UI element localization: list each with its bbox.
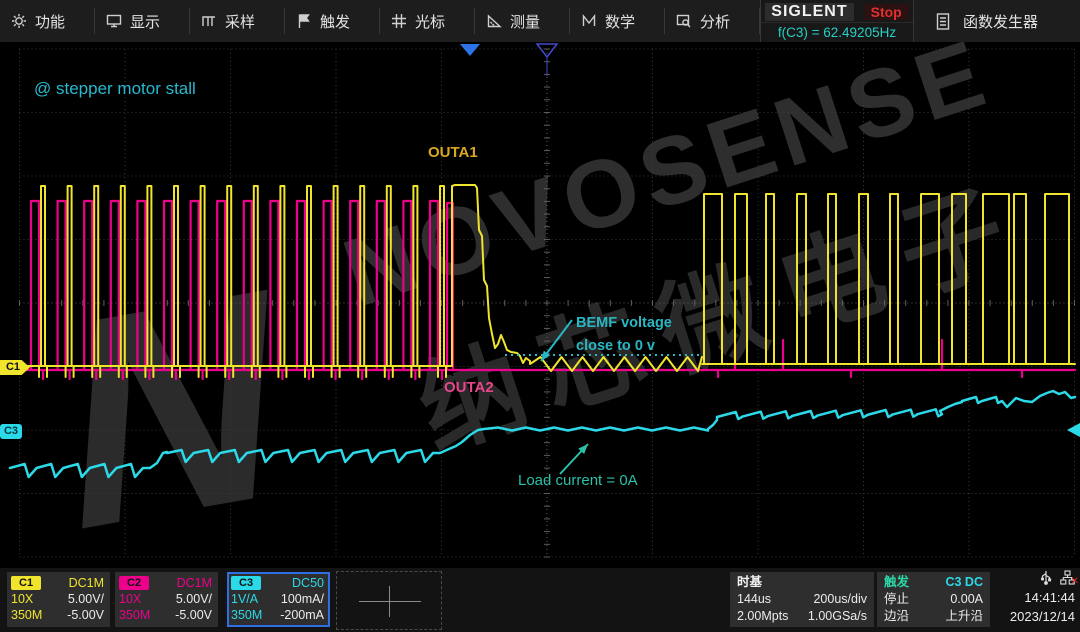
channel-box-c3-selected[interactable]: C3 DC50 1V/A 100mA/ 350M -200mA — [227, 572, 330, 627]
channel-chip-c2: C2 — [119, 576, 150, 590]
status-bar: C1 DC1M 10X 5.00V/ 350M -5.00V C2 DC1M 1… — [0, 568, 1080, 632]
menu-bar: 功能 显示 采样 触发 光标 测量 数学 分析 — [0, 0, 1080, 42]
bandwidth-value: 350M — [119, 608, 151, 622]
annotation-bemf: BEMF voltage close to 0 v — [576, 312, 672, 358]
vertical-scale-value: 100mA/ — [280, 592, 324, 606]
menu-item-label: 功能 — [35, 13, 66, 31]
clock-time: 14:41:44 — [1024, 590, 1075, 605]
lan-icon[interactable]: ✕ — [1060, 570, 1079, 588]
menu-separator — [189, 8, 190, 34]
sample-rate: 1.00GSa/s — [807, 609, 867, 623]
menu-item-label: 显示 — [130, 13, 161, 31]
menu-separator — [664, 8, 665, 34]
vertical-scale-value: 5.00V/ — [67, 592, 104, 606]
menu-separator — [474, 8, 475, 34]
menu-item-label: 触发 — [320, 13, 351, 31]
attenuation-value: 1V/A — [231, 592, 259, 606]
attenuation-value: 10X — [119, 592, 142, 606]
trigger-level-value: 0.00A — [950, 592, 983, 606]
offset-value: -5.00V — [67, 608, 104, 622]
analysis-icon — [676, 13, 692, 29]
menu-item-cursor[interactable]: 光标 — [380, 0, 474, 42]
annotation-outa2: OUTA2 — [444, 379, 494, 396]
menu-item-analysis[interactable]: 分析 — [665, 0, 759, 42]
timebase-box[interactable]: 时基 144us 200us/div 2.00Mpts 1.00GSa/s — [730, 572, 874, 627]
lan-disconnected-icon: ✕ — [1070, 576, 1079, 587]
menu-item-acquire[interactable]: 采样 — [190, 0, 284, 42]
bandwidth-value: 350M — [231, 608, 263, 622]
channel-chip-c1: C1 — [11, 576, 42, 590]
usb-icon[interactable] — [1040, 570, 1052, 588]
channel-box-c2[interactable]: C2 DC1M 10X 5.00V/ 350M -5.00V — [115, 572, 218, 627]
offset-value: -200mA — [280, 608, 324, 622]
cursor-icon — [391, 13, 407, 29]
attenuation-value: 10X — [11, 592, 34, 606]
annotation-bemf-line2: close to 0 v — [576, 338, 655, 354]
channel-c3-offset-marker[interactable]: C3 — [0, 424, 22, 439]
sample-icon — [201, 13, 217, 29]
menu-separator — [284, 8, 285, 34]
add-channel-button[interactable] — [336, 571, 442, 630]
coupling-value: DC1M — [68, 576, 104, 590]
menu-separator — [379, 8, 380, 34]
menu-item-label: 测量 — [510, 13, 541, 31]
function-generator-icon — [936, 12, 950, 30]
waveform-screen[interactable]: N NOVOSENSE 纳芯微电子 @ stepper motor stall … — [0, 42, 1080, 568]
measure-icon — [486, 13, 502, 29]
brand-status-block: SIGLENT Stop f(C3) = 62.49205Hz — [760, 0, 914, 42]
channel-box-c1[interactable]: C1 DC1M 10X 5.00V/ 350M -5.00V — [7, 572, 110, 627]
waveform-canvas[interactable] — [0, 42, 1080, 568]
annotation-load-current: Load current = 0A — [518, 472, 638, 489]
menu-item-label: 数学 — [605, 13, 636, 31]
trigger-box[interactable]: 触发 C3 DC 停止 0.00A 边沿 上升沿 — [877, 572, 990, 627]
memory-depth: 2.00Mpts — [737, 609, 789, 623]
menu-item-display[interactable]: 显示 — [95, 0, 189, 42]
trigger-mode: 停止 — [884, 592, 910, 606]
acquisition-status-badge[interactable]: Stop — [863, 4, 909, 20]
plus-icon — [359, 601, 421, 602]
coupling-value: DC50 — [292, 576, 324, 590]
trigger-title: 触发 — [884, 575, 910, 589]
annotation-outa1: OUTA1 — [428, 144, 478, 161]
annotation-stepper-motor-stall: @ stepper motor stall — [34, 79, 196, 98]
timebase-scale: 200us/div — [813, 592, 867, 606]
menu-item-math[interactable]: 数学 — [570, 0, 664, 42]
trigger-type: 边沿 — [884, 609, 910, 623]
trigger-source: C3 DC — [945, 575, 983, 589]
display-icon — [106, 13, 122, 29]
timebase-delay: 144us — [737, 592, 772, 606]
menu-separator — [759, 8, 760, 34]
vertical-scale-value: 5.00V/ — [175, 592, 212, 606]
timebase-title: 时基 — [737, 575, 763, 589]
function-generator-button[interactable]: 函数发生器 — [936, 11, 1038, 32]
function-generator-label: 函数发生器 — [963, 13, 1039, 31]
clock-date: 2023/12/14 — [1009, 609, 1075, 624]
trigger-slope: 上升沿 — [945, 609, 983, 623]
bandwidth-value: 350M — [11, 608, 43, 622]
channel-chip-c3: C3 — [231, 576, 262, 590]
trigger-frequency-readout: f(C3) = 62.49205Hz — [777, 25, 897, 40]
menu-item-label: 光标 — [415, 13, 446, 31]
menu-item-function[interactable]: 功能 — [0, 0, 94, 42]
plus-icon — [389, 586, 390, 617]
offset-value: -5.00V — [175, 608, 212, 622]
menu-separator — [94, 8, 95, 34]
siglent-logo: SIGLENT — [765, 3, 854, 21]
system-status-box: ✕ 14:41:44 2023/12/14 — [995, 570, 1079, 628]
annotation-bemf-line1: BEMF voltage — [576, 315, 672, 331]
channel-c1-offset-marker[interactable]: C1 — [0, 360, 30, 375]
menu-item-measure[interactable]: 测量 — [475, 0, 569, 42]
menu-item-label: 采样 — [225, 13, 256, 31]
trigger-flag-icon — [296, 13, 312, 29]
math-icon — [581, 13, 597, 29]
menu-separator — [569, 8, 570, 34]
menu-item-label: 分析 — [700, 13, 731, 31]
menu-item-trigger[interactable]: 触发 — [285, 0, 379, 42]
coupling-value: DC1M — [176, 576, 212, 590]
gear-icon — [11, 13, 27, 29]
